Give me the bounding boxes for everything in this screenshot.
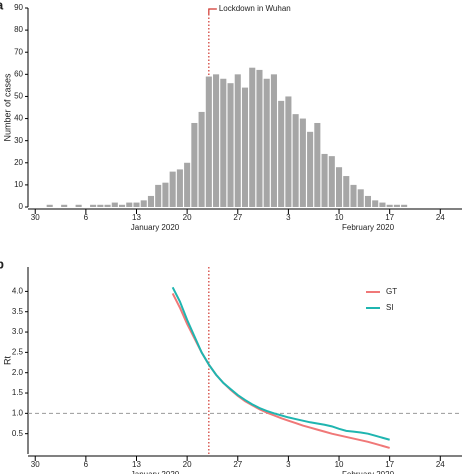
x-tick-label: 24 — [436, 213, 445, 222]
series-line — [171, 286, 390, 441]
x-tick-label: 13 — [132, 213, 141, 222]
y-tick-label: 10 — [14, 180, 23, 189]
y-tick-label: 0 — [19, 202, 24, 211]
bar — [191, 122, 198, 207]
y-tick-label: 40 — [14, 114, 23, 123]
x-tick-label: 3 — [286, 213, 291, 222]
bar — [90, 204, 97, 207]
bar — [234, 74, 241, 207]
bar — [357, 189, 364, 207]
bar — [321, 153, 328, 207]
y-tick-label: 80 — [14, 25, 23, 34]
bar — [241, 87, 249, 207]
x-tick-label: 6 — [84, 460, 89, 469]
bar — [46, 204, 53, 207]
month-label: January 2020 — [131, 223, 180, 232]
bar — [350, 184, 357, 207]
x-tick-label: 10 — [335, 213, 344, 222]
bar — [263, 78, 270, 207]
x-tick-label: 24 — [436, 460, 445, 469]
bar — [155, 184, 162, 207]
bar — [220, 78, 227, 207]
bar — [104, 204, 111, 207]
bar — [401, 204, 408, 207]
bar — [75, 204, 82, 207]
bar — [227, 83, 234, 207]
bar — [270, 74, 277, 207]
y-tick-label: 70 — [14, 47, 23, 56]
bar — [285, 96, 292, 207]
y-tick-label: 2.0 — [12, 368, 24, 377]
bar — [249, 67, 256, 207]
bar — [169, 171, 176, 207]
month-label: January 2020 — [131, 470, 180, 474]
bar — [213, 74, 220, 207]
bar — [176, 169, 183, 207]
bar — [386, 204, 393, 207]
bar — [97, 204, 104, 207]
x-tick-label: 13 — [132, 460, 141, 469]
y-tick-label: 20 — [14, 158, 23, 167]
bar — [140, 200, 147, 207]
x-tick-label: 27 — [233, 213, 242, 222]
y-tick-label: 0.5 — [12, 429, 24, 438]
bar — [314, 122, 321, 207]
bar — [118, 204, 126, 207]
x-tick-label: 20 — [183, 213, 192, 222]
y-tick-label: 60 — [14, 69, 23, 78]
legend-label: SI — [386, 303, 394, 312]
y-tick-label: 50 — [14, 92, 23, 101]
x-tick-label: 27 — [233, 460, 242, 469]
bar — [205, 76, 212, 208]
bar — [278, 100, 285, 207]
y-tick-label: 90 — [14, 3, 23, 12]
bar — [292, 114, 299, 207]
bar — [111, 202, 118, 207]
y-tick-label: 30 — [14, 136, 23, 145]
bar — [162, 182, 169, 207]
legend-label: GT — [386, 287, 397, 296]
bar — [133, 202, 140, 207]
y-tick-label: 2.5 — [12, 347, 24, 356]
x-tick-label: 20 — [183, 460, 192, 469]
y-axis-label: Rt — [2, 356, 12, 365]
x-tick-label: 10 — [335, 460, 344, 469]
y-tick-label: 1.0 — [12, 408, 24, 417]
bar — [372, 200, 379, 207]
bar — [256, 69, 263, 208]
bar — [147, 195, 155, 207]
x-tick-label: 30 — [31, 213, 40, 222]
bar — [61, 204, 68, 207]
month-label: February 2020 — [342, 223, 395, 232]
month-label: February 2020 — [342, 470, 395, 474]
bar — [393, 204, 400, 207]
x-tick-label: 17 — [385, 460, 394, 469]
bar — [307, 131, 314, 207]
y-tick-label: 1.5 — [12, 388, 24, 397]
bar — [335, 167, 343, 207]
panel-label: b — [0, 256, 4, 271]
bar — [184, 162, 191, 207]
y-axis-label: Number of cases — [2, 73, 12, 142]
bar — [379, 202, 386, 207]
bar — [126, 202, 133, 207]
y-tick-label: 4.0 — [12, 287, 24, 296]
bar — [328, 156, 335, 207]
bar — [198, 111, 205, 207]
bar — [299, 118, 306, 207]
x-tick-label: 6 — [84, 213, 89, 222]
series-line — [171, 292, 390, 449]
annotation: Lockdown in Wuhan — [219, 4, 291, 13]
annotation-arrow — [208, 8, 217, 14]
panel-label: a — [0, 0, 4, 12]
y-tick-label: 3.0 — [12, 327, 24, 336]
bar — [364, 195, 372, 207]
x-tick-label: 3 — [286, 460, 291, 469]
x-tick-label: 17 — [385, 213, 394, 222]
bar — [343, 176, 350, 207]
x-tick-label: 30 — [31, 460, 40, 469]
y-tick-label: 3.5 — [12, 307, 24, 316]
